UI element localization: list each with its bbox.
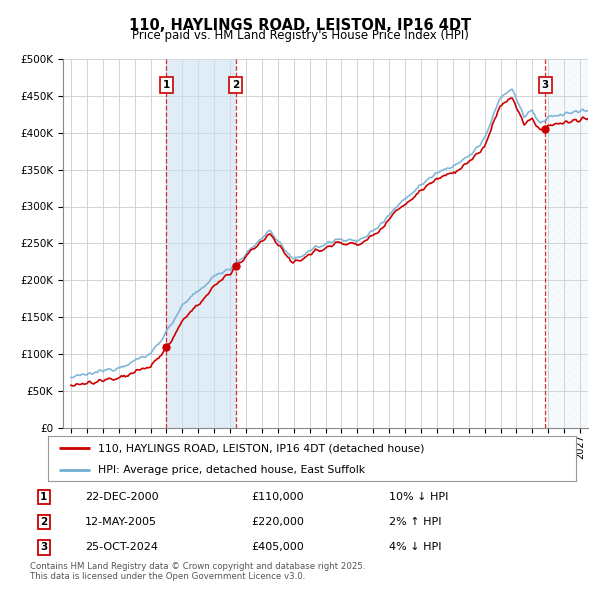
Text: 1: 1 [163, 80, 170, 90]
Text: £110,000: £110,000 [251, 492, 304, 502]
Bar [545, 59, 588, 428]
Text: Price paid vs. HM Land Registry's House Price Index (HPI): Price paid vs. HM Land Registry's House … [131, 30, 469, 42]
Text: 10% ↓ HPI: 10% ↓ HPI [389, 492, 448, 502]
Text: 25-OCT-2024: 25-OCT-2024 [85, 542, 158, 552]
Bar [166, 59, 236, 428]
Text: 110, HAYLINGS ROAD, LEISTON, IP16 4DT (detached house): 110, HAYLINGS ROAD, LEISTON, IP16 4DT (d… [98, 443, 425, 453]
Text: 2: 2 [232, 80, 239, 90]
Text: 2% ↑ HPI: 2% ↑ HPI [389, 517, 442, 527]
Text: £220,000: £220,000 [251, 517, 304, 527]
Text: 1: 1 [40, 492, 47, 502]
Text: £405,000: £405,000 [251, 542, 304, 552]
Text: 3: 3 [40, 542, 47, 552]
Text: 110, HAYLINGS ROAD, LEISTON, IP16 4DT: 110, HAYLINGS ROAD, LEISTON, IP16 4DT [129, 18, 471, 32]
Text: HPI: Average price, detached house, East Suffolk: HPI: Average price, detached house, East… [98, 465, 365, 474]
Text: 2: 2 [40, 517, 47, 527]
Text: 4% ↓ HPI: 4% ↓ HPI [389, 542, 442, 552]
Text: 3: 3 [542, 80, 549, 90]
Text: 22-DEC-2000: 22-DEC-2000 [85, 492, 159, 502]
Text: Contains HM Land Registry data © Crown copyright and database right 2025.
This d: Contains HM Land Registry data © Crown c… [30, 562, 365, 581]
Text: 12-MAY-2005: 12-MAY-2005 [85, 517, 157, 527]
